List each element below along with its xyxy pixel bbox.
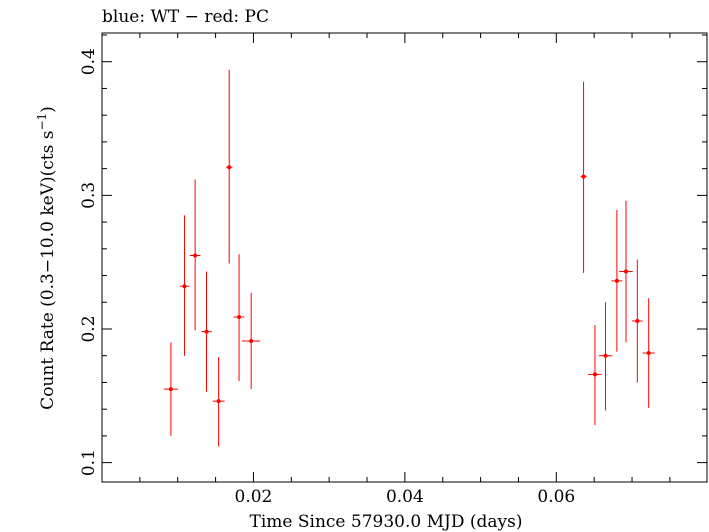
point-marker [193,253,198,258]
axis-tick-labels: 0.02 0.04 0.06 0.1 0.2 0.3 0.4 [79,48,575,507]
y-axis-title: Count Rate (0.3−10.0 keV)(cts s−1) [35,106,58,410]
data-point [598,302,613,411]
chart-title: blue: WT − red: PC [102,7,269,27]
data-point [201,271,212,392]
data-point [233,254,245,382]
data-point [619,200,633,343]
x-axis-title: Time Since 57930.0 MJD (days) [250,512,523,532]
point-marker [646,351,651,356]
point-marker [168,387,173,392]
point-marker [204,329,209,334]
plot-frame [101,32,708,483]
y-tick-label: 0.3 [79,182,99,209]
data-point [179,215,190,356]
point-marker [249,339,254,344]
point-marker [227,165,232,170]
y-tick-label: 0.2 [79,315,99,342]
data-point [611,210,623,352]
data-point [189,179,201,331]
point-marker [182,284,187,289]
x-tick-label: 0.06 [537,487,575,507]
y-tick-label: 0.1 [79,449,99,476]
point-marker [581,174,586,179]
point-marker [614,278,619,283]
x-tick-label: 0.04 [386,487,424,507]
x-tick-label: 0.02 [235,487,273,507]
y-tick-label: 0.4 [79,48,99,75]
data-point [588,324,602,426]
data-point [163,342,179,436]
point-marker [603,353,608,358]
y-axis-title-end: ) [38,106,58,113]
point-marker [237,314,242,319]
y-axis-title-main: Count Rate (0.3−10.0 keV)(cts s [38,131,58,410]
data-point [580,81,587,273]
data-point [642,298,655,408]
data-point [212,357,225,447]
data-point [632,259,643,383]
point-marker [216,399,221,404]
data-point [242,292,261,390]
y-axis-title-exponent: −1 [35,113,49,131]
point-marker [635,318,640,323]
axis-ticks [102,33,707,482]
point-marker [592,372,597,377]
point-marker [623,269,628,274]
data-point [226,69,233,264]
data-points [163,69,655,447]
